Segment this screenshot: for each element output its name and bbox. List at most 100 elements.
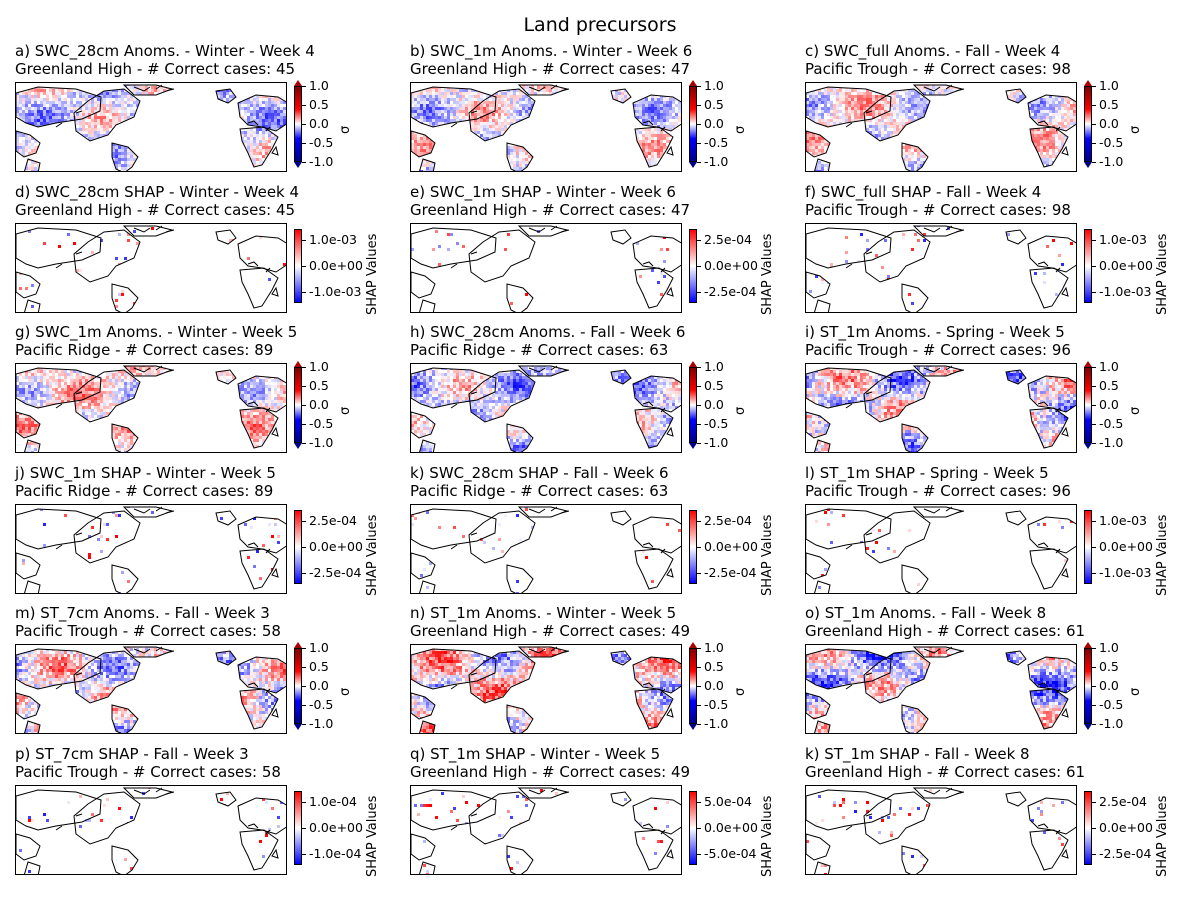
field-cell	[160, 161, 163, 164]
field-cell	[70, 155, 73, 158]
field-cell	[118, 164, 121, 167]
field-cell	[660, 116, 663, 119]
field-cell	[142, 110, 145, 113]
field-cell	[537, 128, 540, 131]
field-cell	[552, 170, 555, 171]
field-cell	[645, 137, 648, 140]
field-cell	[486, 164, 489, 167]
field-cell	[88, 110, 91, 113]
field-cell	[417, 137, 420, 140]
field-cell	[627, 86, 630, 89]
field-cell	[82, 122, 85, 125]
field-cell	[214, 155, 217, 158]
field-cell	[597, 85, 600, 86]
field-cell	[657, 152, 660, 155]
field-cell	[537, 155, 540, 158]
field-cell	[40, 155, 43, 158]
field-cell	[501, 98, 504, 101]
field-cell	[106, 125, 109, 128]
field-cell	[217, 137, 220, 140]
field-cell	[61, 92, 64, 95]
field-cell	[160, 131, 163, 134]
field-cell	[492, 128, 495, 131]
field-cell	[606, 89, 609, 92]
field-cell	[681, 107, 682, 110]
field-cell	[540, 140, 543, 143]
field-cell	[492, 167, 495, 170]
field-cell	[546, 152, 549, 155]
field-cell	[456, 152, 459, 155]
field-cell	[196, 113, 199, 116]
field-cell	[492, 101, 495, 104]
field-cell	[181, 164, 184, 167]
field-cell	[459, 161, 462, 164]
field-cell	[52, 146, 55, 149]
field-cell	[157, 125, 160, 128]
field-cell	[31, 98, 34, 101]
field-cell	[148, 161, 151, 164]
field-cell	[531, 86, 534, 89]
field-cell	[115, 146, 118, 149]
field-cell	[498, 137, 501, 140]
field-cell	[603, 131, 606, 134]
field-cell	[447, 137, 450, 140]
field-cell	[109, 101, 112, 104]
field-cell	[82, 155, 85, 158]
field-cell	[438, 155, 441, 158]
field-cell	[564, 107, 567, 110]
field-cell	[492, 107, 495, 110]
field-cell	[522, 143, 525, 146]
field-cell	[100, 119, 103, 122]
field-cell	[549, 140, 552, 143]
field-cell	[28, 128, 31, 131]
field-cell	[157, 134, 160, 137]
field-cell	[486, 116, 489, 119]
field-cell	[70, 149, 73, 152]
field-cell	[447, 92, 450, 95]
field-cell	[76, 113, 79, 116]
field-cell	[97, 143, 100, 146]
field-cell	[450, 92, 453, 95]
field-cell	[205, 89, 208, 92]
field-cell	[256, 137, 259, 140]
field-cell	[660, 125, 663, 128]
field-cell	[489, 107, 492, 110]
field-cell	[582, 98, 585, 101]
field-cell	[250, 170, 253, 171]
field-cell	[235, 143, 238, 146]
field-cell	[669, 110, 672, 113]
field-cell	[570, 137, 573, 140]
field-cell	[256, 89, 259, 92]
field-cell	[537, 167, 540, 170]
field-cell	[678, 152, 681, 155]
field-cell	[163, 158, 166, 161]
field-cell	[250, 119, 253, 122]
field-cell	[100, 92, 103, 95]
field-cell	[486, 152, 489, 155]
field-cell	[286, 101, 287, 104]
field-cell	[606, 86, 609, 89]
field-cell	[190, 116, 193, 119]
field-cell	[76, 143, 79, 146]
field-cell	[579, 89, 582, 92]
field-cell	[429, 107, 432, 110]
field-cell	[145, 167, 148, 170]
field-cell	[223, 95, 226, 98]
field-cell	[61, 101, 64, 104]
field-cell	[615, 110, 618, 113]
field-cell	[660, 152, 663, 155]
field-cell	[280, 95, 283, 98]
field-cell	[675, 134, 678, 137]
field-cell	[145, 89, 148, 92]
field-cell	[166, 98, 169, 101]
field-cell	[492, 125, 495, 128]
field-cell	[238, 86, 241, 89]
field-cell	[142, 98, 145, 101]
field-cell	[202, 104, 205, 107]
field-cell	[28, 122, 31, 125]
field-cell	[25, 107, 28, 110]
field-cell	[97, 101, 100, 104]
field-cell	[573, 152, 576, 155]
field-cell	[519, 167, 522, 170]
field-cell	[498, 92, 501, 95]
